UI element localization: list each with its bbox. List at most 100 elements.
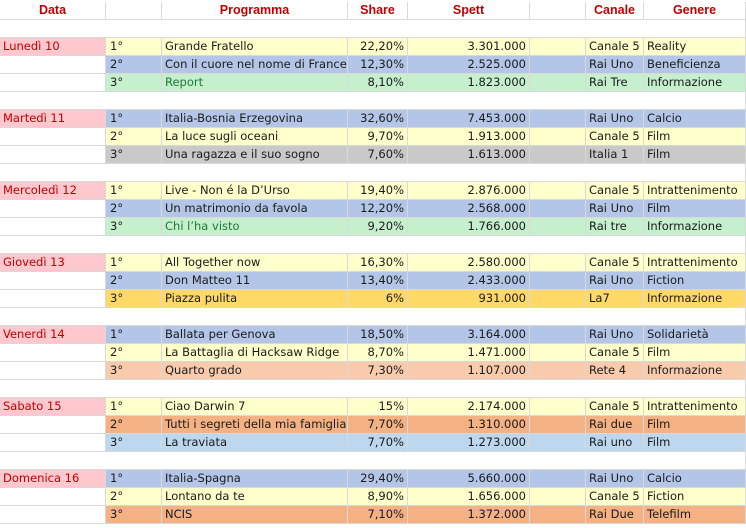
channel-cell[interactable]: Rai Tre xyxy=(586,74,644,92)
day-label[interactable]: Domenica 16 xyxy=(0,470,106,488)
rank-cell[interactable]: 2° xyxy=(106,56,162,74)
date-blank[interactable] xyxy=(0,344,106,362)
program-cell[interactable]: Una ragazza e il suo sogno xyxy=(162,146,348,164)
header-blank[interactable] xyxy=(106,2,162,20)
genre-cell[interactable]: Telefilm xyxy=(644,506,746,524)
genre-cell[interactable]: Calcio xyxy=(644,110,746,128)
channel-cell[interactable]: Canale 5 xyxy=(586,488,644,506)
share-cell[interactable]: 7,70% xyxy=(348,434,408,452)
viewers-cell[interactable]: 2.433.000 xyxy=(408,272,530,290)
rank-cell[interactable]: 1° xyxy=(106,470,162,488)
spacer-cell[interactable] xyxy=(530,146,586,164)
viewers-cell[interactable]: 2.876.000 xyxy=(408,182,530,200)
day-label[interactable]: Lunedì 10 xyxy=(0,38,106,56)
channel-cell[interactable]: Canale 5 xyxy=(586,182,644,200)
spacer-cell[interactable] xyxy=(530,272,586,290)
channel-cell[interactable]: Canale 5 xyxy=(586,38,644,56)
genre-cell[interactable]: Informazione xyxy=(644,290,746,308)
share-cell[interactable]: 19,40% xyxy=(348,182,408,200)
genre-cell[interactable]: Beneficienza xyxy=(644,56,746,74)
date-blank[interactable] xyxy=(0,74,106,92)
rank-cell[interactable]: 2° xyxy=(106,488,162,506)
spacer-cell[interactable] xyxy=(530,344,586,362)
rank-cell[interactable]: 3° xyxy=(106,218,162,236)
header-data[interactable]: Data xyxy=(0,2,106,20)
program-cell[interactable]: Tutti i segreti della mia famiglia xyxy=(162,416,348,434)
blank-row[interactable] xyxy=(0,20,746,38)
spacer-cell[interactable] xyxy=(530,290,586,308)
day-label[interactable]: Venerdì 14 xyxy=(0,326,106,344)
share-cell[interactable]: 15% xyxy=(348,398,408,416)
share-cell[interactable]: 18,50% xyxy=(348,326,408,344)
channel-cell[interactable]: Italia 1 xyxy=(586,146,644,164)
date-blank[interactable] xyxy=(0,488,106,506)
date-blank[interactable] xyxy=(0,434,106,452)
program-cell[interactable]: Italia-Bosnia Erzegovina xyxy=(162,110,348,128)
channel-cell[interactable]: Rai Uno xyxy=(586,470,644,488)
viewers-cell[interactable]: 1.656.000 xyxy=(408,488,530,506)
viewers-cell[interactable]: 1.766.000 xyxy=(408,218,530,236)
date-blank[interactable] xyxy=(0,362,106,380)
rank-cell[interactable]: 1° xyxy=(106,326,162,344)
share-cell[interactable]: 22,20% xyxy=(348,38,408,56)
spacer-cell[interactable] xyxy=(530,470,586,488)
rank-cell[interactable]: 3° xyxy=(106,74,162,92)
channel-cell[interactable]: Rete 4 xyxy=(586,362,644,380)
program-cell[interactable]: All Together now xyxy=(162,254,348,272)
viewers-cell[interactable]: 1.823.000 xyxy=(408,74,530,92)
channel-cell[interactable]: Rai Uno xyxy=(586,56,644,74)
share-cell[interactable]: 9,70% xyxy=(348,128,408,146)
channel-cell[interactable]: Rai tre xyxy=(586,218,644,236)
spacer-cell[interactable] xyxy=(530,128,586,146)
share-cell[interactable]: 12,20% xyxy=(348,200,408,218)
share-cell[interactable]: 7,10% xyxy=(348,506,408,524)
program-cell[interactable]: NCIS xyxy=(162,506,348,524)
share-cell[interactable]: 7,30% xyxy=(348,362,408,380)
share-cell[interactable]: 8,10% xyxy=(348,74,408,92)
rank-cell[interactable]: 1° xyxy=(106,110,162,128)
spacer-cell[interactable] xyxy=(530,38,586,56)
share-cell[interactable]: 9,20% xyxy=(348,218,408,236)
blank-row[interactable] xyxy=(0,164,746,182)
header-share[interactable]: Share xyxy=(348,2,408,20)
date-blank[interactable] xyxy=(0,218,106,236)
date-blank[interactable] xyxy=(0,506,106,524)
day-label[interactable]: Mercoledì 12 xyxy=(0,182,106,200)
blank-row[interactable] xyxy=(0,452,746,470)
viewers-cell[interactable]: 1.913.000 xyxy=(408,128,530,146)
viewers-cell[interactable]: 1.471.000 xyxy=(408,344,530,362)
genre-cell[interactable]: Film xyxy=(644,344,746,362)
viewers-cell[interactable]: 1.613.000 xyxy=(408,146,530,164)
header-genere[interactable]: Genere xyxy=(644,2,746,20)
rank-cell[interactable]: 2° xyxy=(106,200,162,218)
program-cell[interactable]: La Battaglia di Hacksaw Ridge xyxy=(162,344,348,362)
spacer-cell[interactable] xyxy=(530,416,586,434)
spacer-cell[interactable] xyxy=(530,218,586,236)
rank-cell[interactable]: 2° xyxy=(106,128,162,146)
share-cell[interactable]: 12,30% xyxy=(348,56,408,74)
day-label[interactable]: Giovedì 13 xyxy=(0,254,106,272)
viewers-cell[interactable]: 1.310.000 xyxy=(408,416,530,434)
program-cell[interactable]: Italia-Spagna xyxy=(162,470,348,488)
spacer-cell[interactable] xyxy=(530,74,586,92)
spacer-cell[interactable] xyxy=(530,398,586,416)
rank-cell[interactable]: 1° xyxy=(106,398,162,416)
header-blank[interactable] xyxy=(530,2,586,20)
rank-cell[interactable]: 2° xyxy=(106,344,162,362)
viewers-cell[interactable]: 1.372.000 xyxy=(408,506,530,524)
viewers-cell[interactable]: 2.580.000 xyxy=(408,254,530,272)
viewers-cell[interactable]: 7.453.000 xyxy=(408,110,530,128)
day-label[interactable]: Martedì 11 xyxy=(0,110,106,128)
genre-cell[interactable]: Film xyxy=(644,146,746,164)
channel-cell[interactable]: Rai Due xyxy=(586,506,644,524)
program-cell[interactable]: La traviata xyxy=(162,434,348,452)
rank-cell[interactable]: 3° xyxy=(106,506,162,524)
genre-cell[interactable]: Intrattenimento xyxy=(644,398,746,416)
viewers-cell[interactable]: 3.164.000 xyxy=(408,326,530,344)
rank-cell[interactable]: 1° xyxy=(106,182,162,200)
genre-cell[interactable]: Intrattenimento xyxy=(644,182,746,200)
channel-cell[interactable]: Rai Uno xyxy=(586,326,644,344)
channel-cell[interactable]: Rai uno xyxy=(586,434,644,452)
channel-cell[interactable]: Rai Uno xyxy=(586,110,644,128)
viewers-cell[interactable]: 931.000 xyxy=(408,290,530,308)
